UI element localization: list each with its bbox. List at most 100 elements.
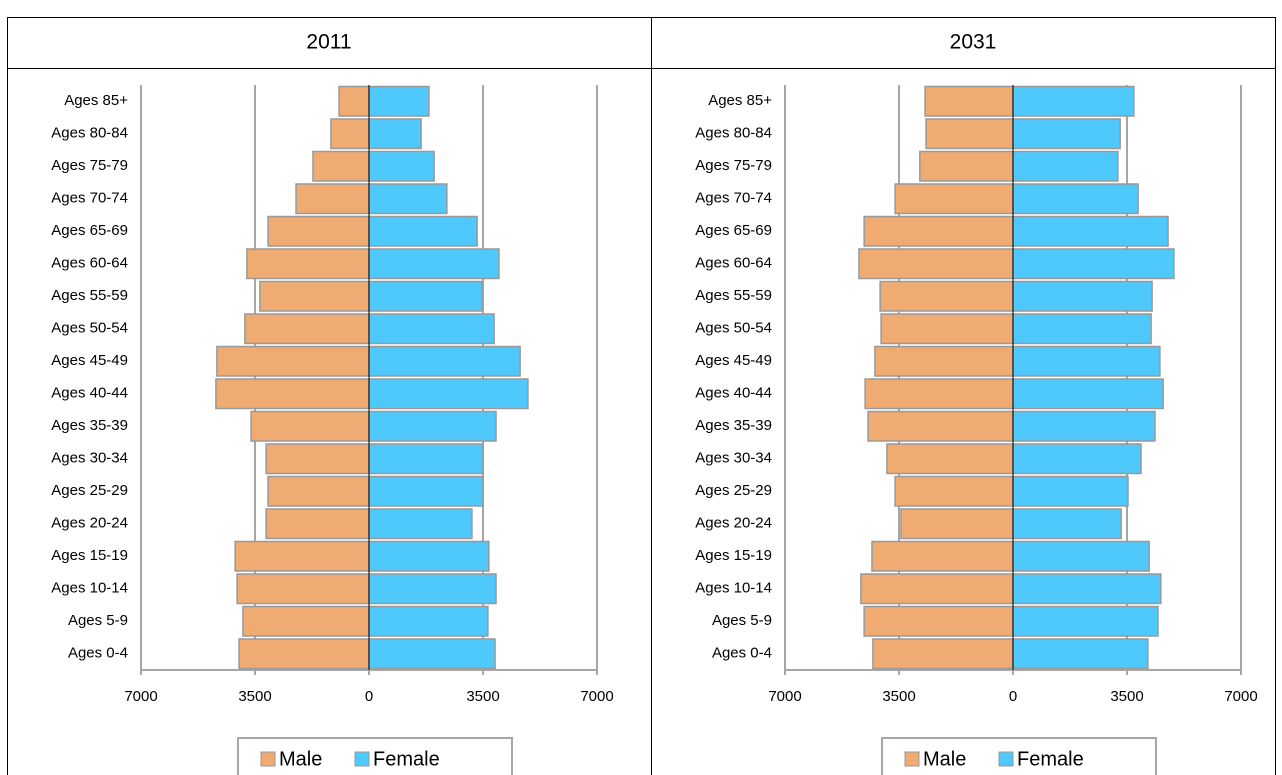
y-tick-label: Ages 10-14 [695,580,772,597]
y-tick-label: Ages 30-34 [695,450,772,467]
bar [242,605,370,637]
bar [858,248,1014,280]
legend-box [881,737,1157,775]
y-tick-label: Ages 65-69 [51,222,128,239]
legend-swatch [354,751,370,767]
bar [265,508,370,540]
y-tick-label: Ages 65-69 [695,222,772,239]
legend-swatch [904,751,920,767]
y-tick-label: Ages 25-29 [695,482,772,499]
bar [368,638,496,670]
x-tick-label: 3500 [238,688,271,705]
bar [238,638,370,670]
bar [1012,345,1161,377]
x-tick-label: 3500 [466,688,499,705]
bar [368,573,497,605]
y-tick-label: Ages 45-49 [695,352,772,369]
y-tick-label: Ages 35-39 [51,417,128,434]
bar [216,345,370,377]
y-tick-label: Ages 20-24 [695,515,772,532]
legend-label: Female [373,748,440,770]
bar [368,345,521,377]
bar [244,313,370,345]
bar [1012,410,1156,442]
table-border [7,17,1276,775]
bar [368,378,529,410]
y-tick-label: Ages 50-54 [695,320,772,337]
y-tick-label: Ages 25-29 [51,482,128,499]
bar [368,280,483,312]
y-tick-label: Ages 75-79 [695,157,772,174]
bar [925,118,1014,150]
y-tick-label: Ages 5-9 [68,612,128,629]
y-tick-label: Ages 45-49 [51,352,128,369]
bar [368,150,435,182]
legend-label: Male [279,748,322,770]
bar [368,443,484,475]
y-tick-label: Ages 15-19 [51,547,128,564]
panel-title: 2031 [950,31,997,54]
bar [265,443,370,475]
bar [1012,183,1139,215]
bar [1012,280,1153,312]
legend-swatch [998,751,1014,767]
bar [894,475,1014,507]
bar [1012,540,1150,572]
x-tick-label: 0 [365,688,373,705]
bar [864,378,1014,410]
bar [863,215,1014,247]
bar [295,183,370,215]
bar [919,150,1014,182]
y-tick-label: Ages 50-54 [51,320,128,337]
y-tick-label: Ages 70-74 [695,190,772,207]
bar [368,215,478,247]
bar [1012,605,1159,637]
bar [368,475,484,507]
y-tick-label: Ages 85+ [64,92,128,109]
bar [368,183,448,215]
bar [863,605,1014,637]
legend-label: Male [923,748,966,770]
x-tick-label: 3500 [1110,688,1143,705]
bar [1012,475,1129,507]
legend-swatch [260,751,276,767]
bar [368,85,430,117]
bar [250,410,370,442]
bar [1012,508,1122,540]
y-tick-label: Ages 0-4 [68,645,128,662]
x-tick-label: 7000 [768,688,801,705]
y-tick-label: Ages 60-64 [51,255,128,272]
y-tick-label: Ages 75-79 [51,157,128,174]
bar [267,475,370,507]
bar [1012,118,1121,150]
y-tick-label: Ages 5-9 [712,612,772,629]
bar [368,540,490,572]
y-tick-label: Ages 30-34 [51,450,128,467]
bar [860,573,1014,605]
bar [246,248,370,280]
legend-label: Female [1017,748,1084,770]
bar [1012,150,1119,182]
bar [312,150,370,182]
y-tick-label: Ages 55-59 [695,287,772,304]
bar [368,508,473,540]
y-tick-label: Ages 70-74 [51,190,128,207]
bar [880,313,1014,345]
bar [1012,215,1169,247]
bar [368,410,497,442]
bar [1012,573,1162,605]
bar [1012,378,1164,410]
y-tick-label: Ages 80-84 [51,125,128,142]
y-tick-label: Ages 40-44 [695,385,772,402]
bar [871,540,1014,572]
legend-box [237,737,513,775]
panel-title: 2011 [306,31,351,54]
bar [234,540,370,572]
bar [368,605,489,637]
bar [368,248,500,280]
bar [368,313,495,345]
bar [924,85,1014,117]
bar [886,443,1014,475]
y-tick-label: Ages 40-44 [51,385,128,402]
x-tick-label: 7000 [1224,688,1257,705]
